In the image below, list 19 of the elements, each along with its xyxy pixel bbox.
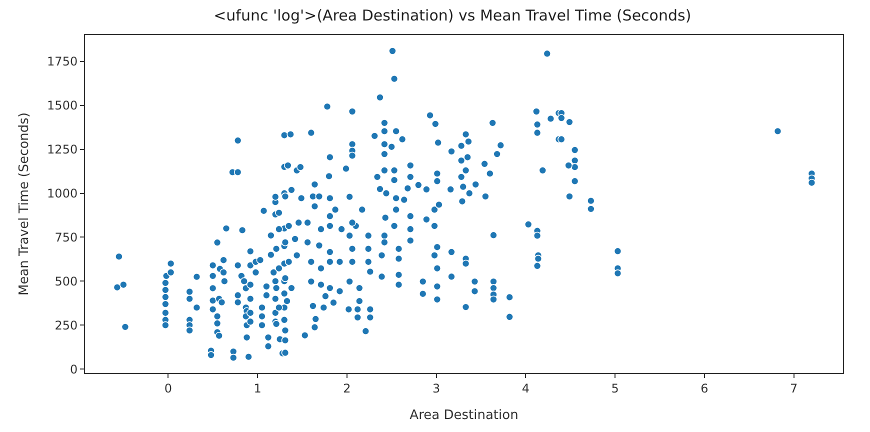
y-tick-label: 1750 xyxy=(47,54,78,69)
x-tick-label: 6 xyxy=(700,381,708,396)
y-tick-label: 0 xyxy=(70,362,78,376)
y-tick-label: 250 xyxy=(54,318,78,332)
x-tick-label: 0 xyxy=(164,381,172,396)
y-tick-label: 1500 xyxy=(47,98,78,113)
y-tick-label: 500 xyxy=(54,274,78,288)
chart-title: <ufunc 'log'>(Area Destination) vs Mean Travel Time (Seconds) xyxy=(214,6,692,24)
x-tick-label: 3 xyxy=(432,381,440,396)
x-tick-label: 5 xyxy=(611,381,619,396)
x-tick-label: 4 xyxy=(522,381,530,396)
x-tick-label: 1 xyxy=(254,381,262,396)
y-tick-label: 750 xyxy=(54,230,78,244)
y-tick-label: 1250 xyxy=(47,142,78,157)
y-tick-label: 1000 xyxy=(47,186,78,200)
x-tick-label: 7 xyxy=(790,381,798,396)
x-tick-label: 2 xyxy=(343,381,351,396)
x-axis-title: Area Destination xyxy=(410,408,518,423)
y-axis-title: Mean Travel Time (Seconds) xyxy=(17,112,32,296)
